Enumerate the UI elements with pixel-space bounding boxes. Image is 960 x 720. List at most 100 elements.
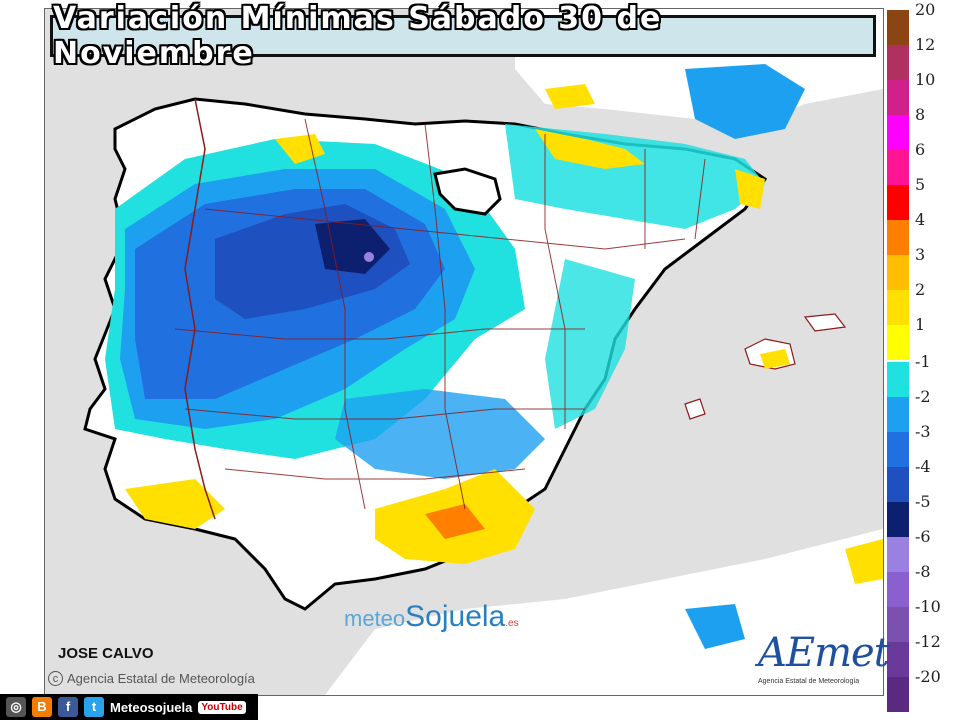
youtube-icon[interactable]: YouTube	[198, 700, 246, 714]
warm-cantabria	[275, 134, 325, 164]
map-title: Variación Mínimas Sábado 30 de Noviembre	[53, 1, 663, 71]
legend-label: 10	[915, 70, 936, 89]
legend-negative-row: -3	[885, 423, 960, 467]
legend-negative-row: -5	[885, 493, 960, 537]
legend-swatch	[887, 572, 909, 607]
instagram-icon[interactable]: ◎	[6, 697, 26, 717]
legend-positive-row: 2	[885, 281, 960, 325]
watermark-part3: .es	[505, 618, 519, 629]
watermark: meteoSojuela.es	[344, 600, 519, 634]
watermark-part1: meteo	[344, 606, 406, 631]
legend-swatch	[887, 185, 909, 220]
warm-catalonia	[735, 169, 765, 209]
legend-label: 1	[915, 315, 926, 334]
social-handle[interactable]: Meteosojuela	[110, 699, 193, 715]
legend-swatch	[887, 80, 909, 115]
legend-label: -5	[915, 492, 931, 511]
legend-positive-row: 4	[885, 211, 960, 255]
watermark-part2: Sojuela	[405, 600, 506, 633]
legend-label: 4	[915, 210, 926, 229]
twitter-icon[interactable]: t	[84, 697, 104, 717]
legend-swatch	[887, 467, 909, 502]
region-borders	[174, 118, 706, 510]
legend-label: -6	[915, 527, 931, 546]
agency-credit-text: Agencia Estatal de Meteorología	[67, 671, 255, 686]
legend-label: 20	[915, 0, 936, 19]
legend-label: -10	[915, 597, 941, 616]
legend-negative-row: -2	[885, 388, 960, 432]
legend-label: -1	[915, 352, 931, 371]
legend-label: 5	[915, 175, 926, 194]
legend-label: -4	[915, 457, 931, 476]
legend-swatch	[887, 677, 909, 712]
legend-positive-row: 10	[885, 71, 960, 115]
ibiza	[684, 398, 706, 420]
legend-label: 12	[915, 35, 936, 54]
social-bar: ◎ B f t Meteosojuela YouTube	[0, 694, 258, 720]
warm-algarve	[125, 479, 225, 529]
legend-label: 8	[915, 105, 926, 124]
legend-swatch	[887, 642, 909, 677]
legend-label: 3	[915, 245, 926, 264]
legend-swatch	[887, 255, 909, 290]
la-rioja-outline	[433, 167, 502, 216]
legend-swatch	[887, 397, 909, 432]
anomaly-minus6	[364, 252, 374, 262]
warm-mallorca	[760, 349, 790, 369]
warm-andalusia-core	[425, 504, 485, 539]
legend-negative-row: -6	[885, 528, 960, 572]
legend-negative-row: -1	[885, 353, 960, 397]
legend-label: -20	[915, 667, 941, 686]
legend-negative-row: -12	[885, 633, 960, 677]
legend-negative-row: -10	[885, 598, 960, 642]
legend-positive-row: 20	[885, 1, 960, 45]
legend-swatch	[887, 10, 909, 45]
legend-positive-row: 1	[885, 316, 960, 360]
agency-credit: c Agencia Estatal de Meteorología	[48, 671, 255, 686]
map-canvas	[44, 8, 884, 696]
anomaly-south	[335, 389, 545, 479]
legend-swatch	[887, 362, 909, 397]
aemet-logo-mark: AEmet	[758, 630, 890, 676]
legend-swatch	[887, 537, 909, 572]
color-legend: 20 12 10 8 6 5 4 3 2 1 -1 -2 -3 -4 -5 -6 -8 -10 -12 -20	[885, 1, 960, 712]
legend-negative-row: -20	[885, 668, 960, 712]
legend-label: 2	[915, 280, 926, 299]
blogger-icon[interactable]: B	[32, 697, 52, 717]
warm-africa	[845, 539, 883, 584]
legend-negative-row: -8	[885, 563, 960, 607]
legend-swatch	[887, 150, 909, 185]
author-credit: JOSE CALVO	[58, 645, 154, 662]
legend-positive-row: 6	[885, 141, 960, 185]
title-banner: Variación Mínimas Sábado 30 de Noviembre	[50, 1, 876, 71]
legend-positive-row: 12	[885, 36, 960, 80]
legend-swatch	[887, 607, 909, 642]
africa-land	[325, 529, 883, 695]
legend-label: -2	[915, 387, 931, 406]
legend-swatch	[887, 290, 909, 325]
portugal-border	[184, 98, 216, 520]
anomaly-africa	[685, 604, 745, 649]
warm-biscay	[545, 84, 595, 109]
legend-label: -12	[915, 632, 941, 651]
iberia-map	[45, 9, 883, 695]
legend-swatch	[887, 45, 909, 80]
legend-label: -8	[915, 562, 931, 581]
legend-positive-row: 8	[885, 106, 960, 150]
facebook-icon[interactable]: f	[58, 697, 78, 717]
legend-swatch	[887, 502, 909, 537]
warm-north	[535, 129, 645, 169]
legend-swatch	[887, 115, 909, 150]
legend-negative-row: -4	[885, 458, 960, 502]
legend-positive-row: 3	[885, 246, 960, 290]
legend-swatch	[887, 325, 909, 360]
anomaly-east	[545, 259, 635, 429]
legend-label: 6	[915, 140, 926, 159]
legend-label: -3	[915, 422, 931, 441]
menorca	[803, 313, 847, 332]
legend-swatch	[887, 432, 909, 467]
anomaly-france	[685, 64, 805, 139]
legend-positive-row: 5	[885, 176, 960, 220]
aemet-logo-subtitle: Agencia Estatal de Meteorología	[758, 678, 860, 685]
